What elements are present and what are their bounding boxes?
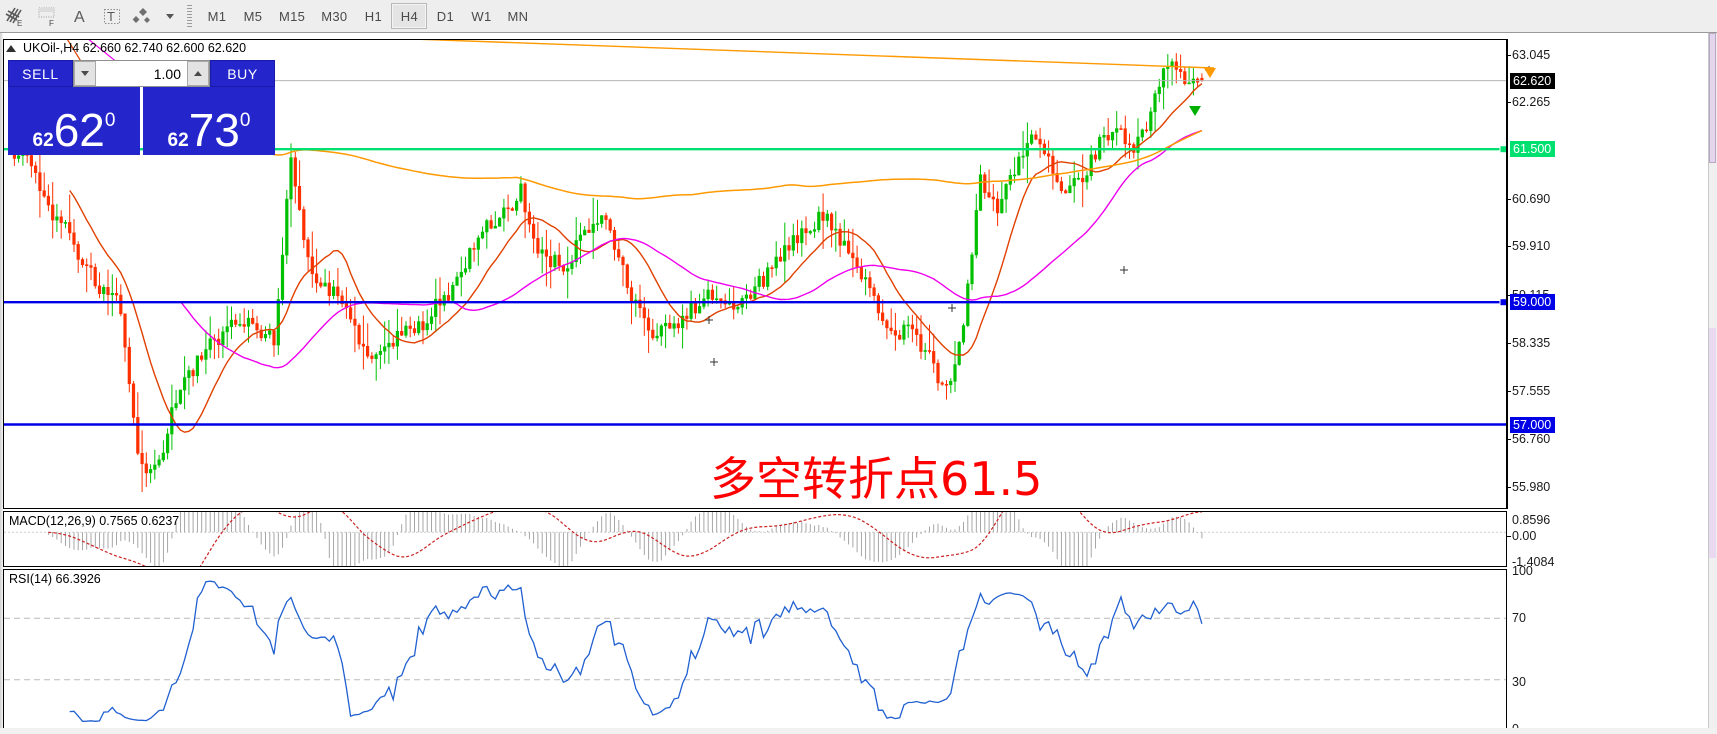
macd-label: MACD(12,26,9) 0.7565 0.6237	[9, 514, 180, 528]
price-tick-58.335: 58.335	[1506, 335, 1551, 350]
sell-price-main: 62	[53, 104, 105, 155]
price-tick-63.045: 63.045	[1506, 47, 1551, 62]
macd-chart-svg	[4, 512, 1506, 566]
svg-text:T: T	[107, 9, 115, 24]
buy-button[interactable]: BUY	[210, 60, 275, 87]
buy-price-prefix: 62	[167, 130, 189, 152]
trade-prices-row: 62 62 0 62 73 0	[8, 87, 275, 155]
buy-price-fraction: 0	[239, 110, 251, 132]
symbol-ohlc-text: UKOil-,H4 62.660 62.740 62.600 62.620	[23, 41, 247, 55]
timeframe-m30[interactable]: M30	[321, 8, 348, 24]
timeframe-w1[interactable]: W1	[471, 8, 492, 24]
main-toolbar: E F A T	[0, 0, 1717, 33]
chart-area: UKOil-,H4 62.660 62.740 62.600 62.620 SE…	[0, 33, 1717, 734]
scrollbar-thumb-bottom[interactable]	[1709, 328, 1716, 558]
collapse-triangle-icon[interactable]	[6, 44, 16, 52]
trade-controls-row: SELL 1.00 BUY	[8, 60, 275, 87]
timeframe-d1[interactable]: D1	[436, 8, 455, 24]
rsi-tick-30: 30	[1512, 674, 1526, 689]
timeframe-mn[interactable]: MN	[507, 8, 529, 24]
macd-pane[interactable]: MACD(12,26,9) 0.7565 0.6237	[3, 511, 1507, 567]
svg-text:E: E	[17, 19, 22, 27]
price-tick-59.910: 59.910	[1506, 239, 1551, 254]
chevron-down-icon[interactable]	[161, 2, 179, 30]
sell-price-box[interactable]: 62 62 0	[8, 87, 140, 155]
scrollbar-thumb-top[interactable]	[1709, 33, 1716, 163]
price-axis-line	[1507, 39, 1508, 509]
current-price-label: 62.620	[1510, 72, 1556, 89]
volume-decrease-button[interactable]	[74, 61, 96, 86]
price-tick-56.760: 56.760	[1506, 432, 1551, 447]
timeframe-m5[interactable]: M5	[243, 8, 263, 24]
buy-price-main: 73	[188, 104, 240, 155]
text-object-icon[interactable]: T	[97, 2, 127, 30]
toolbar-divider-1	[185, 3, 194, 29]
timeframe-m15[interactable]: M15	[279, 8, 306, 24]
indicators-f-icon[interactable]: F	[33, 2, 63, 30]
svg-text:F: F	[49, 19, 54, 27]
chart-symbol-header: UKOil-,H4 62.660 62.740 62.600 62.620	[6, 41, 246, 55]
objects-shapes-icon[interactable]	[129, 2, 159, 30]
timeframe-group: M1 M5 M15 M30 H1 H4 D1 W1 MN	[199, 0, 536, 33]
volume-value[interactable]: 1.00	[96, 61, 187, 86]
volume-stepper[interactable]: 1.00	[73, 60, 210, 87]
rsi-chart-svg	[4, 580, 1506, 722]
buy-price-box[interactable]: 62 73 0	[143, 87, 275, 155]
chart-annotation-text[interactable]: 多空转折点61.5	[710, 452, 1043, 506]
rsi-tick-70: 70	[1512, 611, 1526, 626]
blue-level-label-59: 59.000	[1510, 294, 1556, 311]
price-tick-55.980: 55.980	[1506, 479, 1551, 494]
blue-level-label-57: 57.000	[1510, 416, 1556, 433]
chevron-down-icon	[81, 71, 89, 76]
macd-tick-0.00: 0.00	[1506, 528, 1537, 543]
timeframe-h4[interactable]: H4	[391, 3, 428, 29]
text-label-icon[interactable]: A	[65, 2, 95, 30]
green-level-label: 61.500	[1510, 141, 1556, 158]
timeframe-m1[interactable]: M1	[207, 8, 227, 24]
drawing-tools-group: E F A T	[0, 0, 180, 33]
sell-price-prefix: 62	[32, 130, 54, 152]
price-tick-57.555: 57.555	[1506, 383, 1551, 398]
rsi-label: RSI(14) 66.3926	[9, 572, 101, 586]
chart-left-border	[0, 33, 3, 734]
rsi-tick-100: 100	[1512, 564, 1533, 578]
timeframe-h1[interactable]: H1	[364, 8, 383, 24]
window-bottom-strip	[0, 728, 1717, 734]
price-tick-60.690: 60.690	[1506, 191, 1551, 206]
expert-advisors-icon[interactable]: E	[1, 2, 31, 30]
price-tick-62.265: 62.265	[1506, 95, 1551, 110]
chevron-up-icon	[194, 71, 202, 76]
sell-price-fraction: 0	[104, 110, 116, 132]
rsi-pane[interactable]: RSI(14) 66.3926	[3, 569, 1507, 729]
macd-tick-0.8596: 0.8596	[1512, 513, 1551, 527]
one-click-trading-panel[interactable]: SELL 1.00 BUY 62 62 0	[8, 60, 275, 155]
volume-increase-button[interactable]	[187, 61, 209, 86]
sell-button[interactable]: SELL	[8, 60, 73, 87]
svg-text:A: A	[74, 9, 85, 26]
macd-tick--1.4084: -1.4084	[1512, 555, 1555, 569]
